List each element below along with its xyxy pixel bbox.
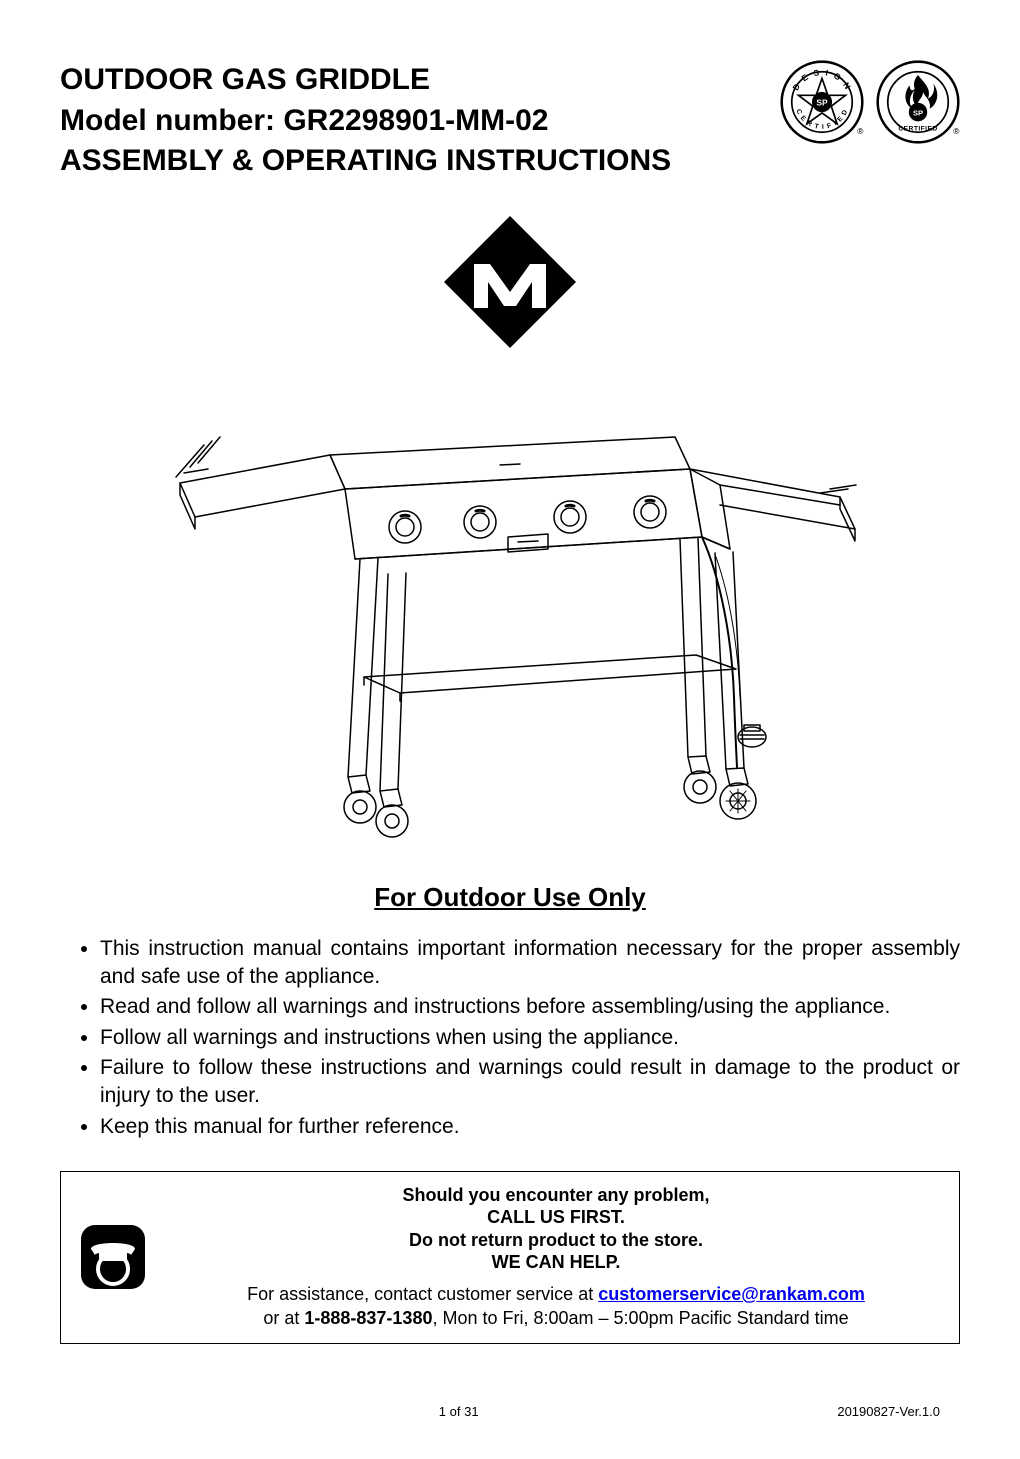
bullet-item: This instruction manual contains importa… bbox=[100, 935, 960, 992]
svg-text:SP: SP bbox=[816, 97, 828, 107]
brand-logo-row bbox=[60, 212, 960, 357]
page-sep: of bbox=[446, 1404, 464, 1419]
contact-line2-suffix: , Mon to Fri, 8:00am – 5:00pm Pacific St… bbox=[432, 1308, 848, 1328]
page-number: 1 of 31 bbox=[439, 1404, 479, 1419]
contact-prefix: For assistance, contact customer service… bbox=[247, 1284, 598, 1304]
help-bold-line: Do not return product to the store. bbox=[169, 1229, 943, 1252]
product-illustration-row bbox=[60, 377, 960, 862]
help-contact: For assistance, contact customer service… bbox=[169, 1282, 943, 1331]
bullet-item: Read and follow all warnings and instruc… bbox=[100, 993, 960, 1021]
title-line-3: ASSEMBLY & OPERATING INSTRUCTIONS bbox=[60, 141, 770, 182]
page-total: 31 bbox=[464, 1404, 478, 1419]
help-bold-line: CALL US FIRST. bbox=[169, 1206, 943, 1229]
design-certified-badge-icon: D E S I G N C E R T I F I E D SP ® bbox=[780, 60, 864, 144]
doc-version: 20190827-Ver.1.0 bbox=[837, 1404, 940, 1419]
svg-text:SP: SP bbox=[913, 108, 923, 117]
page-current: 1 bbox=[439, 1404, 446, 1419]
title-block: OUTDOOR GAS GRIDDLE Model number: GR2298… bbox=[60, 60, 770, 182]
help-text: Should you encounter any problem, CALL U… bbox=[169, 1184, 943, 1331]
title-line-2: Model number: GR2298901-MM-02 bbox=[60, 101, 770, 142]
bullet-item: Keep this manual for further reference. bbox=[100, 1113, 960, 1141]
instruction-bullets: This instruction manual contains importa… bbox=[60, 935, 960, 1141]
outdoor-use-heading: For Outdoor Use Only bbox=[60, 882, 960, 913]
help-bold-line: WE CAN HELP. bbox=[169, 1251, 943, 1274]
contact-line2-prefix: or at bbox=[263, 1308, 304, 1328]
svg-text:®: ® bbox=[953, 126, 960, 136]
title-line-1: OUTDOOR GAS GRIDDLE bbox=[60, 60, 770, 101]
contact-email-link[interactable]: customerservice@rankam.com bbox=[598, 1284, 865, 1304]
bullet-item: Failure to follow these instructions and… bbox=[100, 1054, 960, 1111]
contact-phone: 1-888-837-1380 bbox=[304, 1308, 432, 1328]
header-row: OUTDOOR GAS GRIDDLE Model number: GR2298… bbox=[60, 60, 960, 182]
page-footer: 1 of 31 20190827-Ver.1.0 bbox=[60, 1404, 960, 1419]
phone-icon bbox=[77, 1221, 149, 1293]
bullet-item: Follow all warnings and instructions whe… bbox=[100, 1024, 960, 1052]
help-box: Should you encounter any problem, CALL U… bbox=[60, 1171, 960, 1344]
gas-griddle-line-drawing-icon bbox=[120, 377, 900, 857]
cert-badges: D E S I G N C E R T I F I E D SP ® SP CE… bbox=[780, 60, 960, 144]
brand-m-logo-icon bbox=[440, 212, 580, 352]
svg-text:CERTIFIED: CERTIFIED bbox=[898, 126, 937, 133]
flame-certified-badge-icon: SP CERTIFIED ® bbox=[876, 60, 960, 144]
help-bold-line: Should you encounter any problem, bbox=[169, 1184, 943, 1207]
svg-text:®: ® bbox=[857, 126, 864, 136]
